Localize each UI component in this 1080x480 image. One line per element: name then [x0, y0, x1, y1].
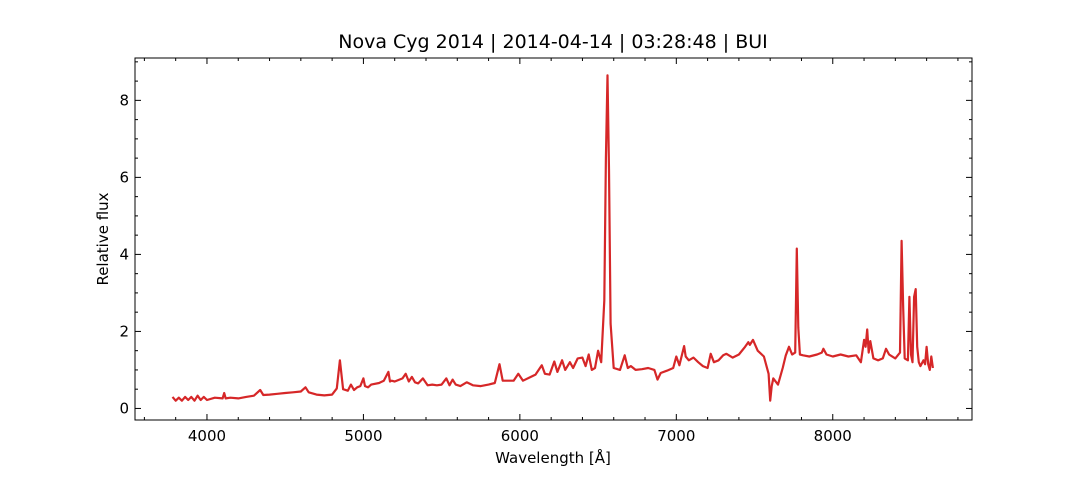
y-tick-label: 6 — [119, 168, 129, 186]
y-tick-label: 0 — [119, 399, 129, 417]
plot-frame — [134, 57, 973, 421]
x-tick-label: 4000 — [188, 427, 226, 445]
chart-title: Nova Cyg 2014 | 2014-04-14 | 03:28:48 | … — [338, 31, 767, 53]
y-tick-label: 8 — [119, 91, 129, 109]
series-group — [171, 74, 934, 402]
plot-area: 4000 5000 6000 7000 8000 0 2 4 6 8 — [119, 57, 973, 445]
x-tick-label: 5000 — [344, 427, 382, 445]
axis-ticks: 4000 5000 6000 7000 8000 0 2 4 6 8 — [119, 58, 972, 445]
y-tick-label: 4 — [119, 245, 129, 263]
x-axis-label: Wavelength [Å] — [495, 448, 611, 467]
x-tick-label: 8000 — [814, 427, 852, 445]
y-tick-label: 2 — [119, 322, 129, 340]
x-tick-label: 6000 — [501, 427, 539, 445]
spectrum-line — [171, 74, 934, 402]
y-axis-label: Relative flux — [94, 192, 112, 285]
x-tick-label: 7000 — [657, 427, 695, 445]
